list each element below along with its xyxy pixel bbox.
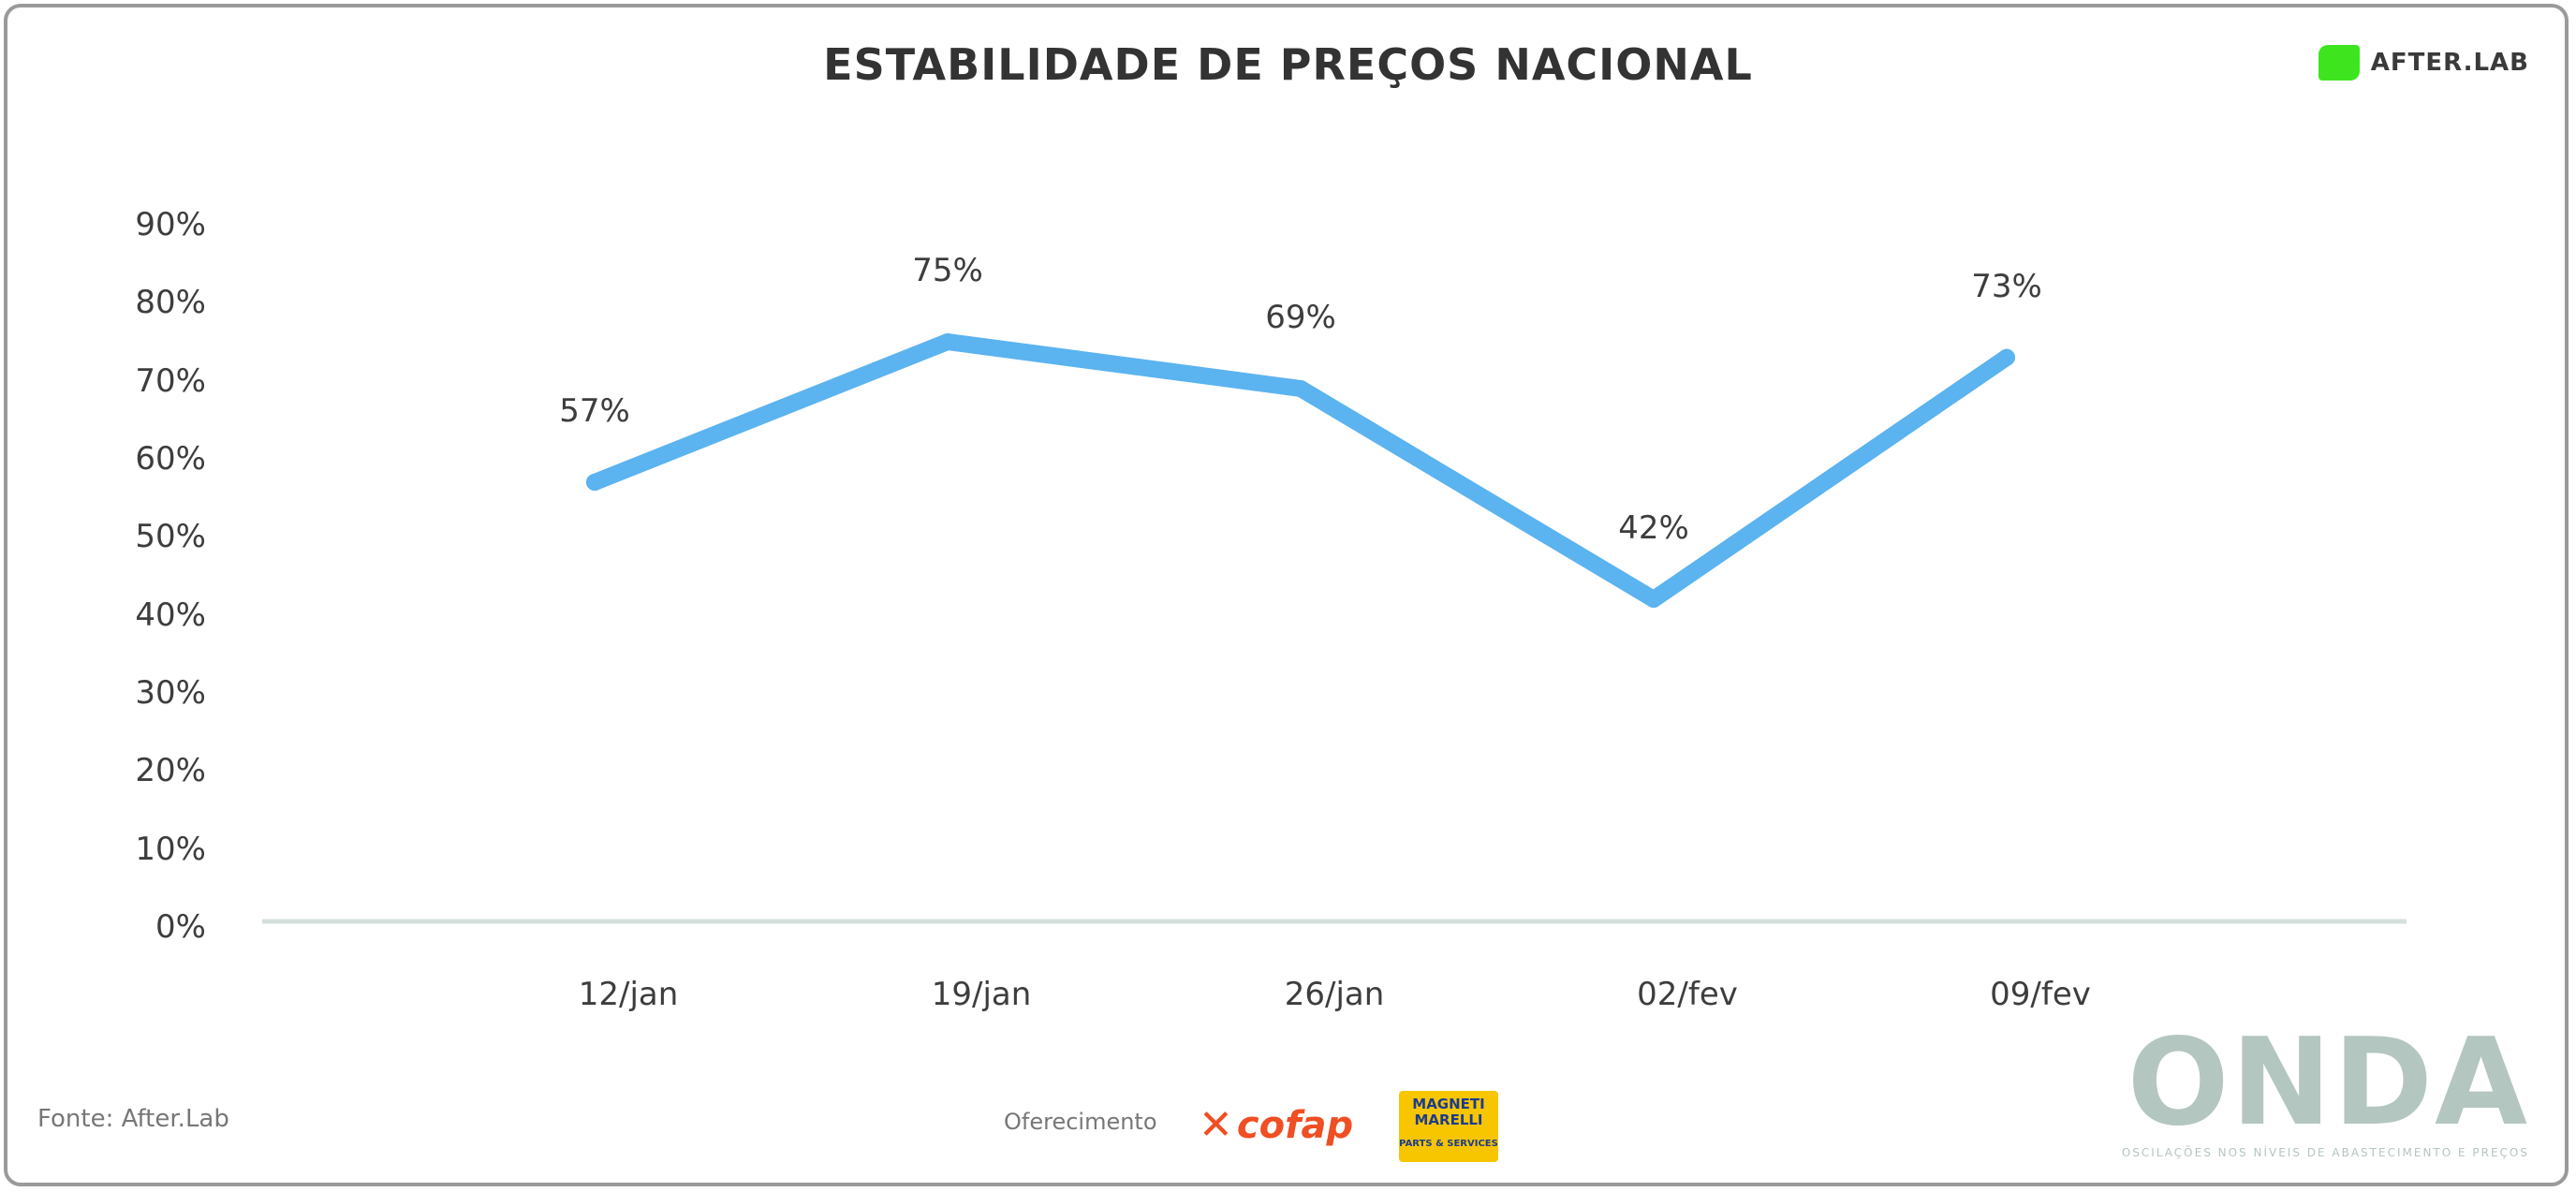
x-tick-label: 02/fev [1637,976,1738,1013]
data-point [939,333,956,350]
onda-logo: ONDA OSCILAÇÕES NOS NÍVEIS DE ABASTECIME… [2121,1013,2529,1160]
chart-title: ESTABILIDADE DE PREÇOS NACIONAL [823,39,1753,90]
y-tick-label: 70% [135,361,206,400]
y-tick-label: 30% [135,674,206,712]
data-point [1998,348,2015,366]
y-tick-label: 80% [135,284,206,322]
y-tick-label: 0% [155,908,206,946]
data-point [586,474,603,491]
magneti-sub: PARTS & SERVICES [1399,1139,1498,1149]
afterlab-logo-word: AFTER.LAB [2370,49,2529,77]
cofap-logo-word: cofap [1236,1103,1354,1147]
x-tick-label: 19/jan [931,976,1032,1013]
sponsor-label: Oferecimento [1004,1109,1157,1135]
x-tick-label: 09/fev [1990,976,2091,1013]
magneti-marelli-logo: MAGNETI MARELLI PARTS & SERVICES [1399,1091,1498,1162]
data-label: 73% [1971,267,2042,305]
y-tick-label: 20% [135,752,206,790]
data-label: 42% [1618,509,1689,547]
magneti-line2: MARELLI [1414,1111,1483,1128]
data-label: 57% [559,392,630,430]
y-tick-label: 50% [135,518,206,556]
onda-tagline: OSCILAÇÕES NOS NÍVEIS DE ABASTECIMENTO E… [2121,1146,2529,1159]
magneti-line1: MAGNETI [1412,1096,1485,1112]
data-label: 69% [1265,299,1336,336]
x-tick-label: 12/jan [578,976,679,1013]
cofap-logo: ✕ cofap [1199,1101,1353,1149]
chart-frame [4,4,2569,1186]
data-label: 75% [912,252,983,289]
y-tick-label: 40% [135,596,206,634]
onda-logo-word: ONDA [2127,1013,2529,1153]
cofap-x-icon: ✕ [1199,1101,1233,1149]
source-note: Fonte: After.Lab [37,1105,229,1133]
afterlab-logo: AFTER.LAB [2318,45,2529,81]
x-tick-label: 26/jan [1284,976,1385,1013]
data-point [1645,591,1662,608]
y-tick-label: 90% [135,206,206,243]
data-point [1292,380,1309,397]
y-tick-label: 10% [135,830,206,868]
y-tick-label: 60% [135,440,206,478]
afterlab-logo-icon [2318,45,2360,81]
